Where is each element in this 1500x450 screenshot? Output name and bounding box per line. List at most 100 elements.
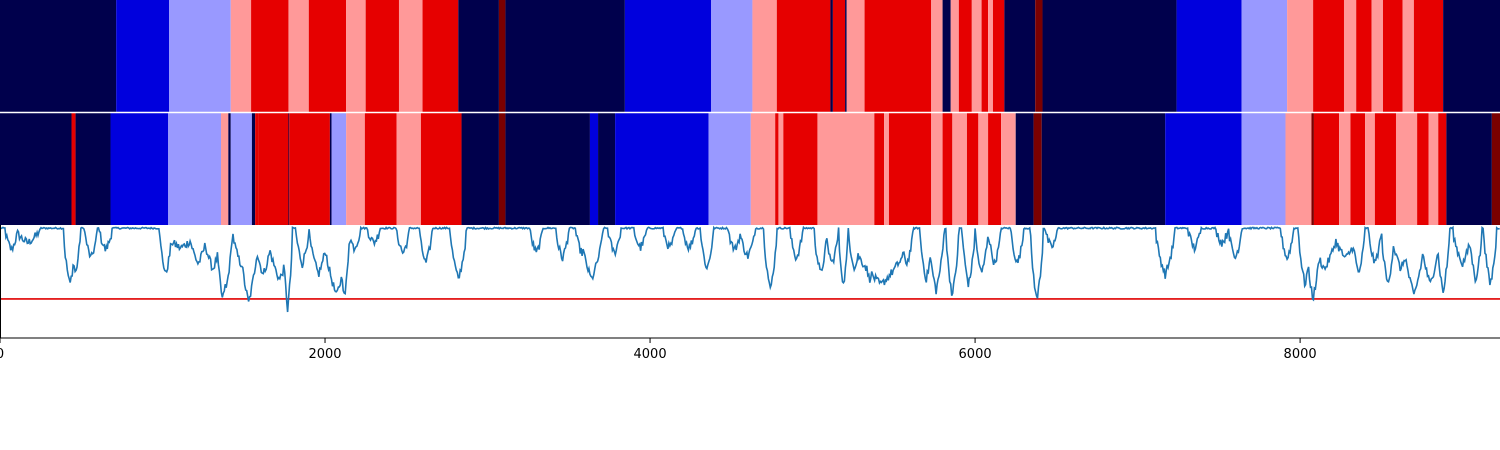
state-segment	[1165, 113, 1242, 225]
state-segment	[1413, 0, 1444, 112]
state-segment	[1491, 113, 1500, 225]
state-segment	[1001, 113, 1016, 225]
state-segment	[589, 113, 599, 225]
x-tick-label: 2000	[308, 347, 341, 362]
state-segment	[1402, 0, 1414, 112]
state-segment	[221, 113, 229, 225]
state-segment	[615, 113, 709, 225]
state-segment	[598, 113, 616, 225]
state-segment	[398, 0, 423, 112]
state-segment	[230, 0, 252, 112]
state-track-top	[0, 0, 1500, 112]
state-segment	[1241, 0, 1288, 112]
state-segment	[0, 113, 72, 225]
state-segment	[1374, 113, 1396, 225]
signal-line	[0, 225, 1500, 313]
state-segment	[251, 113, 256, 225]
state-segment	[711, 0, 753, 112]
state-segment	[845, 0, 847, 112]
x-axis: 0 2000 4000 6000 8000	[0, 338, 1317, 362]
state-segment	[776, 0, 831, 112]
state-segment	[346, 113, 365, 225]
state-segment	[1382, 0, 1403, 112]
line-plot-background	[0, 225, 1500, 338]
state-segment	[329, 113, 332, 225]
state-segment	[1176, 0, 1242, 112]
state-segment	[1033, 113, 1042, 225]
state-segment	[864, 0, 932, 112]
state-segment	[1417, 113, 1429, 225]
state-segment	[931, 113, 943, 225]
state-segment	[169, 0, 231, 112]
state-segment	[958, 0, 972, 112]
state-segment	[255, 113, 259, 225]
state-segment	[346, 0, 366, 112]
state-segment	[1356, 0, 1372, 112]
state-segment	[288, 113, 290, 225]
state-segment	[942, 0, 951, 112]
state-segment	[331, 113, 347, 225]
state-segment	[931, 0, 943, 112]
state-segment	[624, 0, 711, 112]
state-segment	[1438, 113, 1447, 225]
state-segment	[75, 113, 111, 225]
state-segment	[1371, 0, 1383, 112]
x-tick-label: 0	[0, 347, 4, 362]
state-segment	[458, 0, 499, 112]
state-segment	[750, 113, 776, 225]
state-segment	[396, 113, 421, 225]
state-segment	[1311, 113, 1314, 225]
state-segment	[846, 0, 865, 112]
state-segment	[1004, 0, 1036, 112]
state-segment	[71, 113, 76, 225]
state-segment	[364, 113, 397, 225]
state-segment	[422, 0, 459, 112]
state-segment	[1313, 0, 1344, 112]
state-segment	[775, 113, 779, 225]
state-segment	[258, 113, 289, 225]
state-segment	[817, 113, 875, 225]
state-segment	[228, 113, 231, 225]
state-segment	[1343, 0, 1357, 112]
state-segment	[0, 0, 117, 112]
state-segment	[884, 113, 889, 225]
state-segment	[988, 113, 1002, 225]
state-segment	[1365, 113, 1375, 225]
state-segment	[874, 113, 885, 225]
state-segment	[971, 0, 982, 112]
state-segment	[116, 0, 170, 112]
state-segment	[708, 113, 751, 225]
state-track-bottom	[0, 113, 1500, 225]
state-segment	[498, 0, 506, 112]
state-segment	[1443, 0, 1500, 112]
line-plot-axes	[0, 225, 1500, 339]
state-segment	[420, 113, 462, 225]
state-segment	[1350, 113, 1366, 225]
state-segment	[461, 113, 499, 225]
state-segment	[1446, 113, 1492, 225]
state-segment	[1035, 0, 1043, 112]
state-segment	[1313, 113, 1340, 225]
state-segment	[981, 0, 989, 112]
state-segment	[251, 0, 289, 112]
state-segment	[498, 113, 506, 225]
state-segment	[1285, 113, 1312, 225]
x-tick-label: 8000	[1284, 347, 1317, 362]
state-segment	[966, 113, 979, 225]
state-segment	[952, 113, 967, 225]
state-segment	[978, 113, 989, 225]
state-segment	[289, 113, 330, 225]
state-segment	[992, 0, 1005, 112]
state-segment	[1287, 0, 1314, 112]
state-segment	[778, 113, 784, 225]
state-segment	[288, 0, 309, 112]
state-segment	[950, 0, 959, 112]
state-segment	[832, 0, 846, 112]
state-segment	[1015, 113, 1034, 225]
state-segment	[752, 0, 777, 112]
state-segment	[230, 113, 252, 225]
state-segment	[830, 0, 833, 112]
state-segment	[365, 0, 399, 112]
state-segment	[1041, 113, 1166, 225]
